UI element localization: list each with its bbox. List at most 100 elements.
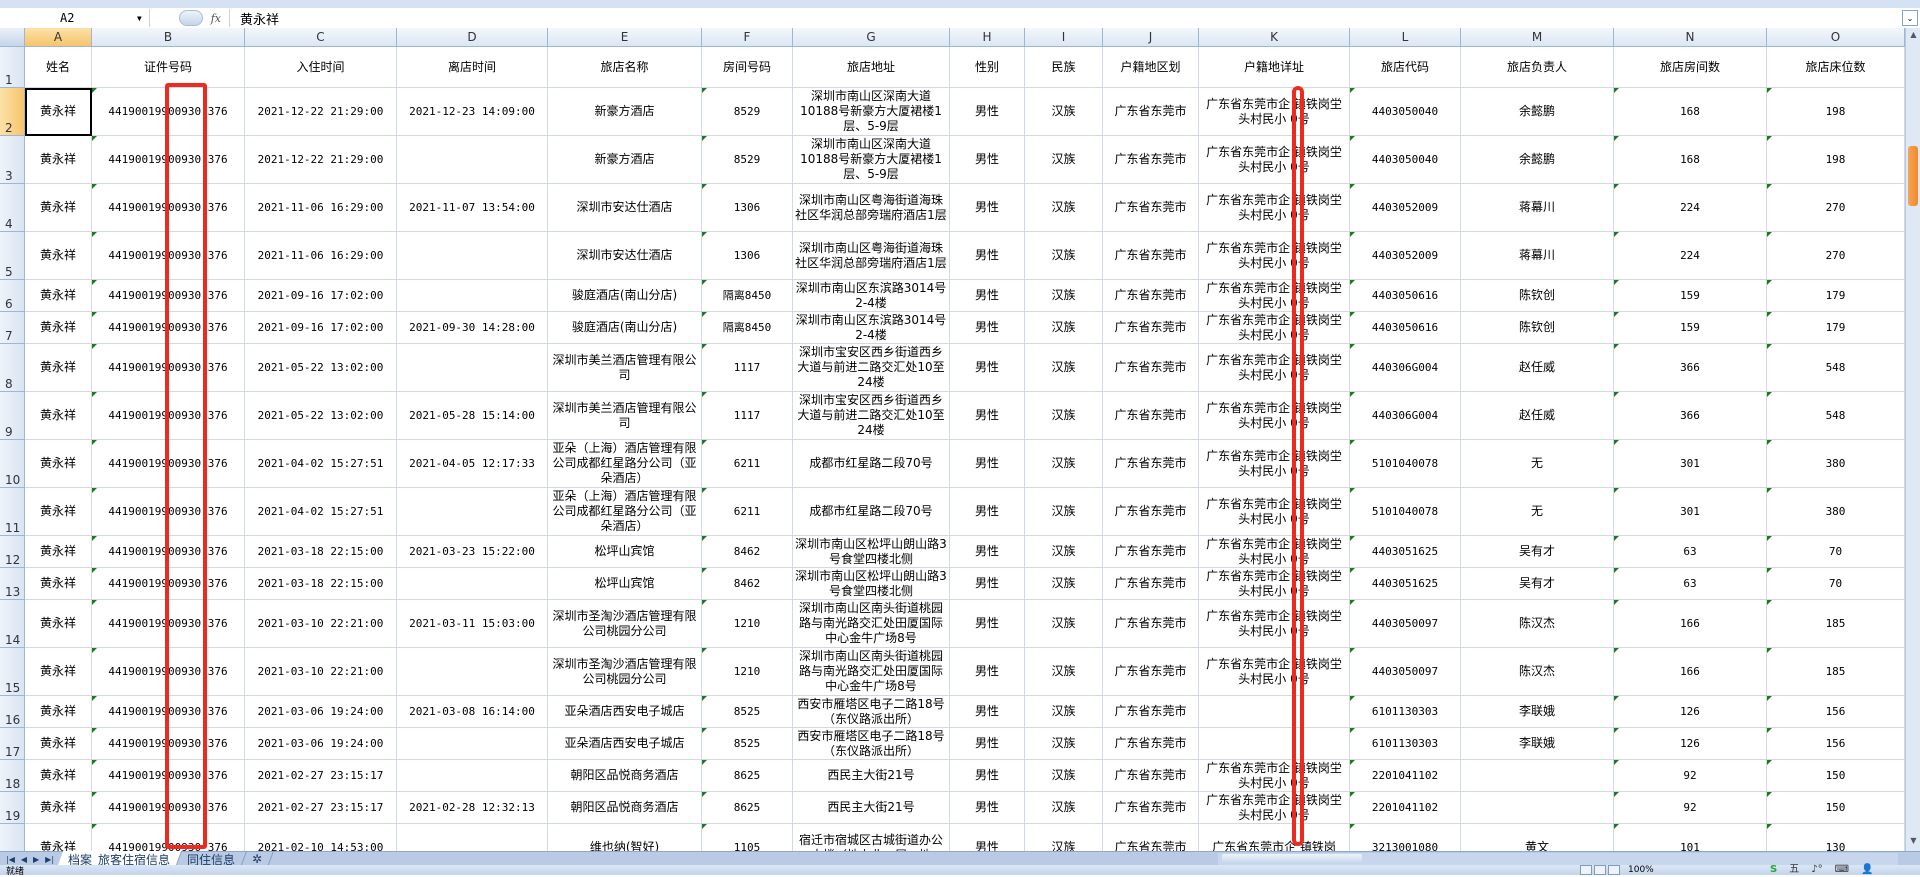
table-cell[interactable]: 西安市雁塔区电子二路18号（东仪路派出所） (793, 696, 950, 728)
table-cell[interactable]: 男性 (950, 312, 1025, 344)
table-cell[interactable]: 亚朵（上海）酒店管理有限公司成都红星路分公司（亚朵酒店） (548, 440, 702, 488)
header-cell[interactable]: 旅店名称 (548, 47, 702, 88)
table-cell[interactable]: 深圳市美兰酒店管理有限公司 (548, 344, 702, 392)
table-cell[interactable]: 深圳市南山区南头街道桃园路与南光路交汇处田厦国际中心金牛广场8号 (793, 600, 950, 648)
table-cell[interactable]: 2021-03-06 19:24:00 (245, 728, 397, 760)
table-cell[interactable]: 亚朵酒店西安电子城店 (548, 696, 702, 728)
table-cell[interactable]: 270 (1767, 232, 1905, 280)
table-cell[interactable]: 松坪山宾馆 (548, 568, 702, 600)
table-cell[interactable]: 深圳市南山区松坪山朗山路3号食堂四楼北侧 (793, 568, 950, 600)
table-cell[interactable]: 亚朵（上海）酒店管理有限公司成都红星路分公司（亚朵酒店） (548, 488, 702, 536)
column-header-a[interactable]: A (25, 28, 92, 47)
table-cell[interactable]: 198 (1767, 136, 1905, 184)
table-cell[interactable]: 2021-03-06 19:24:00 (245, 696, 397, 728)
table-cell[interactable] (1199, 696, 1350, 728)
table-cell[interactable]: 陈钦创 (1461, 280, 1614, 312)
table-cell[interactable]: 深圳市安达仕酒店 (548, 232, 702, 280)
ime-mode[interactable]: 五 (1789, 864, 1800, 875)
header-cell[interactable]: 旅店房间数 (1614, 47, 1767, 88)
scroll-down-icon[interactable]: ▼ (1910, 836, 1917, 845)
table-cell[interactable]: 8525 (702, 728, 793, 760)
table-cell[interactable]: 蒋幕川 (1461, 184, 1614, 232)
table-cell[interactable]: 西民主大街21号 (793, 760, 950, 792)
table-cell[interactable]: 166 (1614, 648, 1767, 696)
vertical-scrollbar[interactable]: ▲ ▼ (1905, 28, 1920, 851)
table-cell[interactable]: 广东省东莞市企 镇铁岗坣头村民小 0号 (1199, 568, 1350, 600)
user-icon[interactable]: 👤 (1861, 864, 1874, 875)
table-cell[interactable]: 维也纳(智好) (548, 824, 702, 851)
table-cell[interactable]: 深圳市南山区粤海街道海珠社区华润总部旁瑞府酒店1层 (793, 232, 950, 280)
table-cell[interactable]: 5101040078 (1350, 488, 1461, 536)
table-cell[interactable]: 2021-05-28 15:14:00 (397, 392, 548, 440)
table-cell[interactable]: 黄永祥 (25, 184, 92, 232)
table-cell[interactable]: 汉族 (1025, 392, 1103, 440)
chevron-down-icon[interactable]: ▾ (135, 11, 143, 25)
table-cell[interactable]: 陈汉杰 (1461, 600, 1614, 648)
table-cell[interactable]: 2021-09-16 17:02:00 (245, 312, 397, 344)
table-cell[interactable]: 深圳市圣淘沙酒店管理有限公司桃园分公司 (548, 648, 702, 696)
table-cell[interactable]: 1105 (702, 824, 793, 851)
table-cell[interactable]: 159 (1614, 280, 1767, 312)
table-cell[interactable]: 1210 (702, 600, 793, 648)
spreadsheet-grid[interactable]: A B C D E F G H I J K L M N O 1 姓名 证件号码 入住时间 离店时间 旅店名称 房间号码 旅店… (0, 28, 1905, 851)
table-cell[interactable]: 广东省东莞市 (1103, 648, 1199, 696)
table-cell[interactable]: 440306G004 (1350, 344, 1461, 392)
table-cell[interactable]: 成都市红星路二段70号 (793, 440, 950, 488)
table-cell[interactable]: 黄永祥 (25, 440, 92, 488)
table-cell[interactable]: 159 (1614, 312, 1767, 344)
name-box[interactable]: A2 ▾ (0, 9, 150, 27)
table-cell[interactable]: 男性 (950, 88, 1025, 136)
table-cell[interactable]: 185 (1767, 600, 1905, 648)
table-cell[interactable]: 6101130303 (1350, 728, 1461, 760)
table-cell[interactable]: 92 (1614, 792, 1767, 824)
table-cell[interactable]: 广东省东莞市 (1103, 488, 1199, 536)
table-cell[interactable]: 4403052009 (1350, 232, 1461, 280)
table-cell[interactable]: 广东省东莞市 (1103, 696, 1199, 728)
table-cell[interactable]: 汉族 (1025, 728, 1103, 760)
table-cell[interactable] (397, 568, 548, 600)
formula-input[interactable]: 黄永祥 (240, 12, 280, 28)
table-cell[interactable]: 168 (1614, 88, 1767, 136)
table-cell[interactable]: 成都市红星路二段70号 (793, 488, 950, 536)
table-cell[interactable]: 380 (1767, 488, 1905, 536)
table-cell[interactable]: 2021-05-22 13:02:00 (245, 344, 397, 392)
table-cell[interactable]: 2021-05-22 13:02:00 (245, 392, 397, 440)
row-header[interactable]: 11 (0, 488, 25, 536)
table-cell[interactable] (1461, 792, 1614, 824)
table-cell[interactable] (397, 232, 548, 280)
table-cell[interactable]: 无 (1461, 440, 1614, 488)
table-cell[interactable]: 1306 (702, 184, 793, 232)
row-header[interactable]: 18 (0, 760, 25, 792)
table-cell[interactable]: 新豪方酒店 (548, 88, 702, 136)
table-cell[interactable]: 男性 (950, 488, 1025, 536)
table-cell[interactable]: 朝阳区品悦商务酒店 (548, 792, 702, 824)
table-cell[interactable]: 301 (1614, 488, 1767, 536)
table-cell[interactable]: 6101130303 (1350, 696, 1461, 728)
expand-formula-bar-icon[interactable]: ⌄ (1902, 10, 1918, 26)
table-cell[interactable]: 汉族 (1025, 344, 1103, 392)
header-cell[interactable]: 民族 (1025, 47, 1103, 88)
first-sheet-icon[interactable]: |◀ (6, 854, 15, 864)
punctuation-icon[interactable]: ♪° (1811, 864, 1823, 875)
header-cell[interactable]: 姓名 (25, 47, 92, 88)
table-cell[interactable]: 8462 (702, 568, 793, 600)
table-cell[interactable]: 汉族 (1025, 648, 1103, 696)
table-cell[interactable]: 男性 (950, 392, 1025, 440)
normal-view-button[interactable] (1580, 865, 1592, 875)
scroll-up-icon[interactable]: ▲ (1910, 30, 1917, 39)
table-cell[interactable]: 广东省东莞市 (1103, 760, 1199, 792)
table-cell[interactable]: 126 (1614, 696, 1767, 728)
table-cell[interactable]: 蒋幕川 (1461, 232, 1614, 280)
header-cell[interactable]: 入住时间 (245, 47, 397, 88)
column-header-f[interactable]: F (702, 28, 793, 47)
table-cell[interactable]: 2021-03-18 22:15:00 (245, 536, 397, 568)
table-cell[interactable]: 朝阳区品悦商务酒店 (548, 760, 702, 792)
table-cell[interactable]: 8625 (702, 792, 793, 824)
table-cell[interactable]: 黄文 (1461, 824, 1614, 851)
table-cell[interactable]: 男性 (950, 648, 1025, 696)
table-cell[interactable] (397, 728, 548, 760)
row-header[interactable]: 12 (0, 536, 25, 568)
select-all-button[interactable] (0, 28, 25, 47)
table-cell[interactable] (397, 136, 548, 184)
row-header[interactable]: 7 (0, 312, 25, 344)
